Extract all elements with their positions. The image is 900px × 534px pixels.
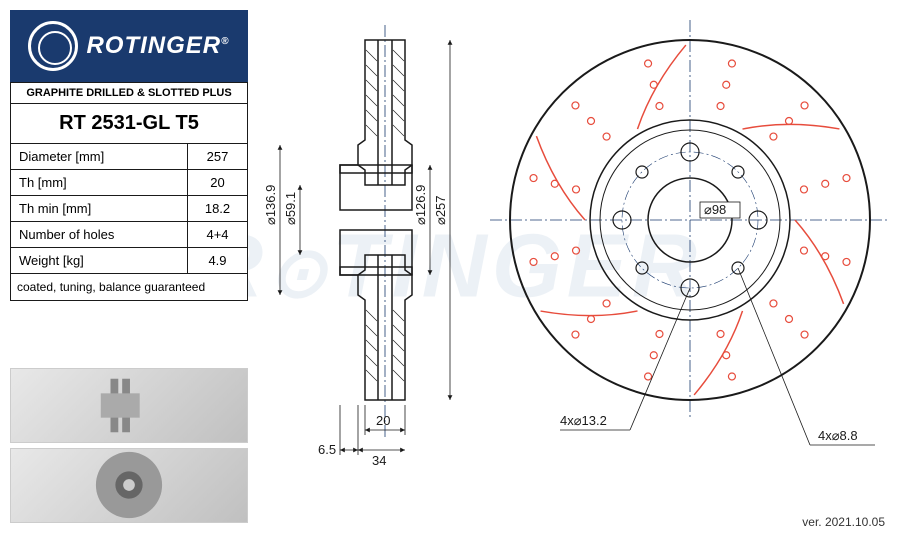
technical-drawing: ⌀136.9 ⌀59.1 ⌀126.9 ⌀257 20 6.5 34 bbox=[260, 10, 890, 490]
dim-thickness: 20 bbox=[376, 413, 390, 428]
spec-label: Th [mm] bbox=[11, 170, 188, 196]
dim-disc-dia: ⌀257 bbox=[433, 195, 448, 225]
dim-bore-dia: ⌀59.1 bbox=[283, 192, 298, 225]
thumbnail-side bbox=[10, 368, 248, 443]
spec-label: Diameter [mm] bbox=[11, 144, 188, 170]
spec-value: 257 bbox=[188, 144, 248, 170]
spec-value: 4.9 bbox=[188, 248, 248, 274]
spec-value: 20 bbox=[188, 170, 248, 196]
dim-outer-dia: ⌀136.9 bbox=[263, 185, 278, 225]
side-view: ⌀136.9 ⌀59.1 ⌀126.9 ⌀257 20 6.5 34 bbox=[263, 25, 450, 468]
spec-label: Weight [kg] bbox=[11, 248, 188, 274]
dim-bolt-holes: 4x⌀13.2 bbox=[560, 413, 607, 428]
version-label: ver. 2021.10.05 bbox=[802, 515, 885, 529]
brand-logo: ROTINGER® bbox=[10, 10, 248, 82]
dim-hub-dia: ⌀126.9 bbox=[413, 185, 428, 225]
spec-label: Th min [mm] bbox=[11, 196, 188, 222]
brand-name: ROTINGER® bbox=[86, 32, 229, 60]
spec-value: 18.2 bbox=[188, 196, 248, 222]
spec-table: GRAPHITE DRILLED & SLOTTED PLUS RT 2531-… bbox=[10, 82, 248, 301]
dim-pin-holes: 4x⌀8.8 bbox=[818, 428, 858, 443]
part-number: RT 2531-GL T5 bbox=[11, 104, 248, 144]
spec-label: Number of holes bbox=[11, 222, 188, 248]
dim-pcd: ⌀98 bbox=[704, 202, 726, 217]
product-line: GRAPHITE DRILLED & SLOTTED PLUS bbox=[11, 83, 248, 104]
dim-hat-depth: 34 bbox=[372, 453, 386, 468]
footer-note: coated, tuning, balance guaranteed bbox=[11, 274, 248, 301]
thumbnail-face bbox=[10, 448, 248, 523]
dim-offset: 6.5 bbox=[318, 442, 336, 457]
face-view: ⌀98 4x⌀13.2 4x⌀8.8 bbox=[490, 20, 890, 445]
spec-value: 4+4 bbox=[188, 222, 248, 248]
logo-ring-icon bbox=[28, 21, 78, 71]
